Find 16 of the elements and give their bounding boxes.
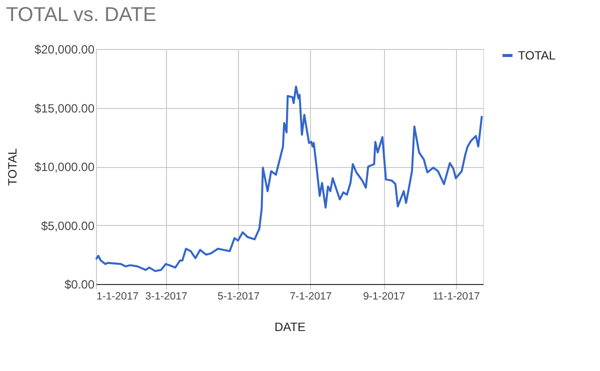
chart-title: TOTAL vs. DATE bbox=[6, 4, 156, 26]
y-tick-label: $0.00 bbox=[64, 278, 95, 292]
x-tick-label: 7-1-2017 bbox=[290, 290, 332, 302]
x-tick-label: 5-1-2017 bbox=[218, 290, 260, 302]
line-series bbox=[95, 86, 483, 272]
x-tick-label: 11-1-2017 bbox=[432, 290, 480, 302]
x-tick-label: 9-1-2017 bbox=[363, 290, 406, 302]
y-tick-label: $10,000.00 bbox=[34, 160, 95, 174]
legend-label: TOTAL bbox=[518, 48, 556, 62]
x-tick-label: 1-1-2017 bbox=[96, 290, 139, 302]
x-tick-label: 3-1-2017 bbox=[145, 290, 188, 302]
y-axis-title: TOTAL bbox=[5, 148, 20, 186]
y-tick-label: $20,000.00 bbox=[34, 42, 95, 56]
x-axis-title: DATE bbox=[274, 320, 306, 334]
y-tick-label: $15,000.00 bbox=[34, 101, 95, 116]
y-tick-label: $5,000.00 bbox=[41, 218, 95, 233]
